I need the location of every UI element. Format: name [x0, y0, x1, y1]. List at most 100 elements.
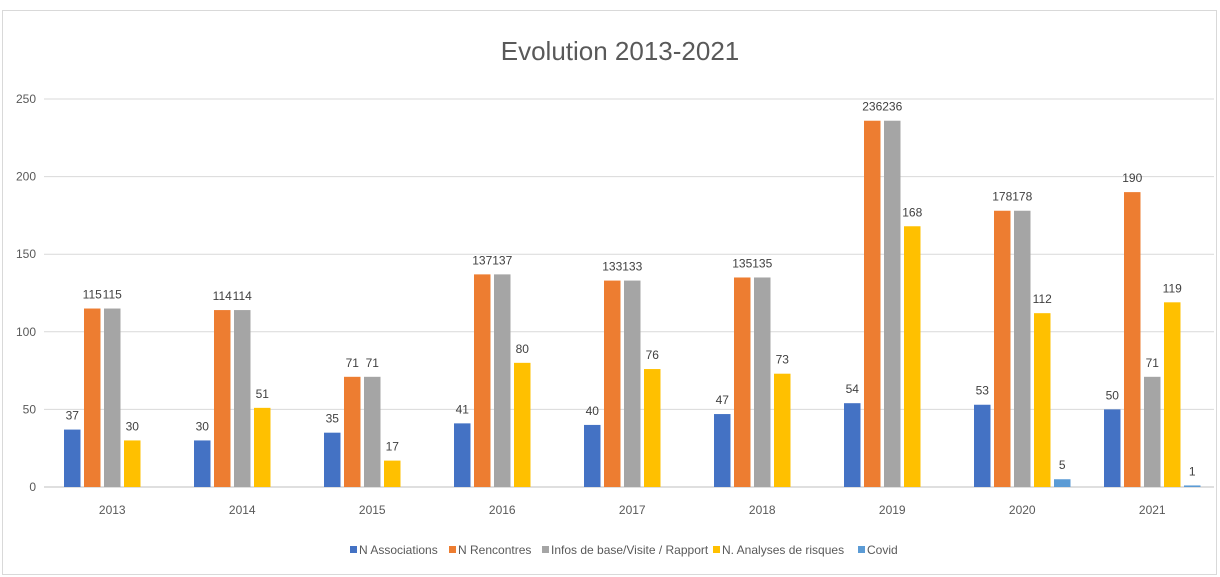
data-label: 178	[992, 190, 1012, 204]
bar-infos-de-base-visite-rapport-2013	[104, 308, 121, 487]
bar-infos-de-base-visite-rapport-2019	[884, 120, 901, 487]
data-label: 115	[103, 288, 122, 302]
y-tick-label: 250	[16, 92, 36, 106]
bar-infos-de-base-visite-rapport-2018	[754, 277, 771, 487]
bar-n-associations-2019	[844, 403, 861, 487]
bar-n-associations-2016	[454, 423, 471, 487]
data-label: 178	[1012, 190, 1032, 204]
bar-n-rencontres-2020	[994, 210, 1011, 487]
data-label: 40	[586, 404, 600, 418]
bar-n-analyses-de-risques-2015	[384, 460, 401, 487]
data-label: 133	[622, 260, 642, 274]
x-axis-ticks: 2013 2014 2015 2016 2017 2018 2019 2020 2021	[99, 503, 1166, 517]
x-tick-label: 2013	[99, 503, 126, 517]
bar-n-rencontres-2017	[604, 280, 621, 487]
bar-infos-de-base-visite-rapport-2017	[624, 280, 641, 487]
data-label: 37	[66, 409, 80, 423]
x-tick-label: 2015	[359, 503, 386, 517]
y-tick-label: 50	[23, 402, 37, 416]
data-label: 54	[846, 382, 860, 396]
bar-n-rencontres-2019	[864, 120, 881, 487]
chart-title: Evolution 2013-2021	[501, 36, 740, 66]
data-label: 71	[366, 356, 380, 370]
data-label: 76	[646, 348, 660, 362]
bar-n-associations-2018	[714, 414, 731, 487]
data-label: 236	[862, 100, 882, 114]
data-label: 190	[1122, 171, 1142, 185]
bar-n-analyses-de-risques-2013	[124, 440, 141, 487]
data-label: 1	[1189, 464, 1196, 478]
data-label: 114	[213, 289, 232, 303]
data-label: 51	[256, 387, 270, 401]
bar-n-analyses-de-risques-2014	[254, 407, 271, 487]
data-label: 47	[716, 393, 730, 407]
data-label: 80	[516, 342, 530, 356]
bar-n-rencontres-2018	[734, 277, 751, 487]
bar-n-rencontres-2014	[214, 310, 231, 487]
bar-n-associations-2017	[584, 424, 601, 487]
bar-infos-de-base-visite-rapport-2020	[1014, 210, 1031, 487]
legend-swatch	[350, 546, 357, 553]
bar-infos-de-base-visite-rapport-2014	[234, 310, 251, 487]
bar-infos-de-base-visite-rapport-2015	[364, 376, 381, 487]
data-label: 41	[456, 402, 470, 416]
bars	[64, 120, 1201, 487]
x-tick-label: 2021	[1139, 503, 1166, 517]
data-label: 30	[126, 419, 140, 433]
x-tick-label: 2019	[879, 503, 906, 517]
data-label: 35	[326, 412, 340, 426]
data-label: 71	[1146, 356, 1160, 370]
y-tick-label: 0	[29, 480, 36, 494]
legend-swatch	[713, 546, 720, 553]
x-tick-label: 2016	[489, 503, 516, 517]
bar-n-rencontres-2013	[84, 308, 101, 487]
bar-n-rencontres-2021	[1124, 192, 1141, 487]
legend-entry: N Rencontres	[458, 543, 531, 557]
data-label: 236	[882, 100, 902, 114]
legend-entry: N. Analyses de risques	[722, 543, 844, 557]
x-tick-label: 2017	[619, 503, 646, 517]
bar-n-analyses-de-risques-2017	[644, 369, 661, 487]
legend-swatch	[542, 546, 549, 553]
legend-entry: Covid	[867, 543, 898, 557]
data-label: 73	[776, 353, 790, 367]
data-label: 135	[732, 256, 752, 270]
data-label: 114	[233, 289, 252, 303]
bar-infos-de-base-visite-rapport-2021	[1144, 376, 1161, 487]
data-label: 53	[976, 384, 990, 398]
data-label: 50	[1106, 388, 1120, 402]
bar-n-associations-2014	[194, 440, 211, 487]
legend: N Associations N Rencontres Infos de base/…	[350, 543, 898, 557]
bar-n-analyses-de-risques-2018	[774, 373, 791, 487]
bar-n-analyses-de-risques-2016	[514, 362, 531, 487]
bar-n-associations-2015	[324, 432, 341, 487]
data-label: 5	[1059, 458, 1066, 472]
legend-entry: N Associations	[359, 543, 438, 557]
bar-n-rencontres-2015	[344, 376, 361, 487]
bar-covid-2021	[1184, 485, 1201, 487]
bar-n-rencontres-2016	[474, 274, 491, 487]
data-label: 133	[602, 260, 622, 274]
bar-n-associations-2020	[974, 404, 991, 487]
data-label: 71	[346, 356, 360, 370]
x-tick-label: 2014	[229, 503, 256, 517]
y-tick-label: 200	[16, 170, 36, 184]
legend-swatch	[449, 546, 456, 553]
x-tick-label: 2018	[749, 503, 776, 517]
data-label: 30	[196, 419, 210, 433]
x-tick-label: 2020	[1009, 503, 1036, 517]
data-label: 112	[1033, 292, 1052, 306]
data-label: 115	[83, 288, 102, 302]
bar-n-analyses-de-risques-2019	[904, 226, 921, 487]
bar-n-analyses-de-risques-2021	[1164, 302, 1181, 487]
bar-n-associations-2013	[64, 429, 81, 487]
data-label: 135	[752, 256, 772, 270]
data-label: 137	[472, 253, 492, 267]
y-axis-ticks: 0 50 100 150 200 250	[16, 92, 36, 494]
data-label: 168	[902, 205, 922, 219]
data-label: 17	[386, 440, 400, 454]
data-label: 137	[492, 253, 512, 267]
